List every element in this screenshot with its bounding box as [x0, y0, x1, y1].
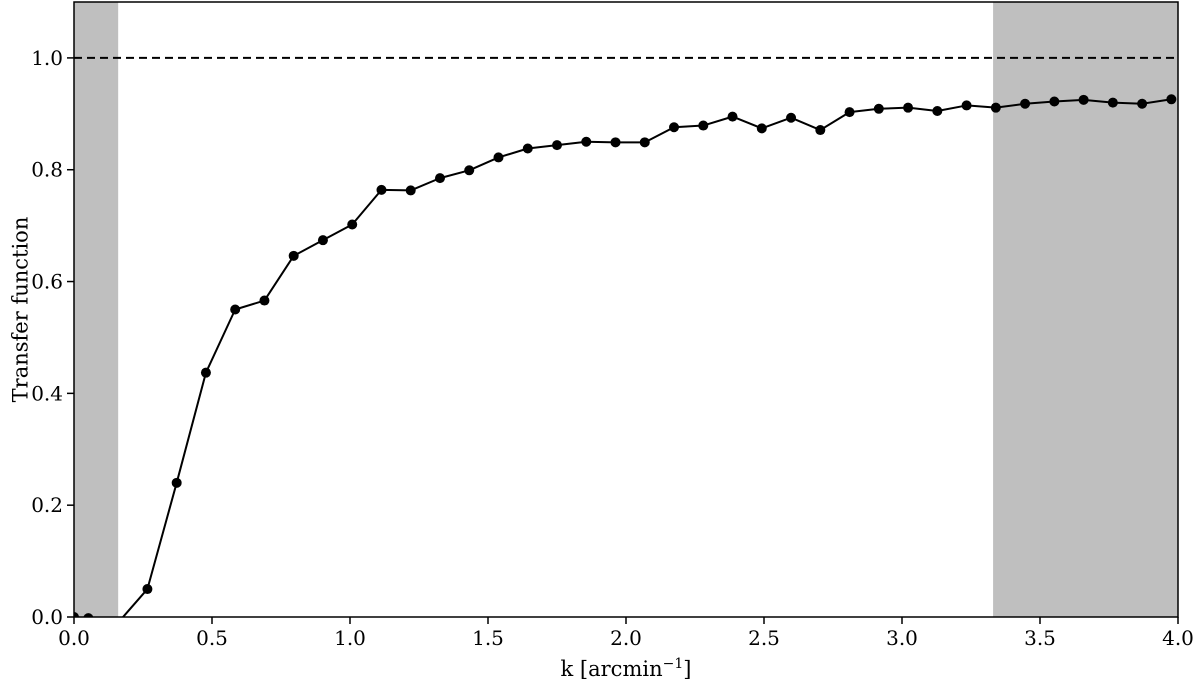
data-point — [1137, 98, 1148, 109]
x-tick-label: 1.0 — [334, 626, 366, 650]
data-point — [873, 103, 884, 114]
x-tick-label: 0.0 — [58, 626, 90, 650]
data-point — [756, 123, 767, 134]
shaded-region-2 — [993, 2, 1178, 617]
data-point — [1049, 96, 1060, 107]
data-point — [434, 173, 445, 184]
data-point — [961, 100, 972, 111]
data-point — [610, 137, 621, 148]
y-tick-label: 0.2 — [31, 493, 63, 517]
x-tick-label: 2.0 — [610, 626, 642, 650]
data-point — [639, 137, 650, 148]
data-point — [1107, 97, 1118, 108]
y-tick-label: 0.4 — [31, 381, 63, 405]
data-point — [405, 185, 416, 196]
data-point — [464, 165, 475, 176]
data-point — [552, 140, 562, 151]
y-tick-label: 0.8 — [31, 158, 63, 182]
x-tick-label: 1.5 — [472, 626, 504, 650]
x-tick-label: 3.5 — [1024, 626, 1056, 650]
data-point — [288, 250, 299, 261]
data-point — [171, 477, 182, 488]
axes-layer: 0.0 0.5 1.0 1.5 2.0 2.5 3.0 3.5 4.0 0.0 0.2 0.4 0.6 0… — [31, 1, 1194, 650]
data-point — [932, 106, 943, 117]
data-point — [74, 612, 79, 617]
data-point — [493, 152, 504, 163]
x-tick-label: 4.0 — [1162, 626, 1194, 650]
data-point — [347, 219, 358, 230]
y-tick-label: 1.0 — [31, 46, 63, 70]
data-point — [727, 111, 738, 122]
data-point — [903, 102, 914, 113]
data-point — [844, 107, 855, 118]
data-point — [200, 367, 211, 378]
data-point — [1020, 98, 1031, 109]
series-layer — [74, 94, 1177, 628]
data-point — [669, 122, 680, 133]
x-tick-label: 0.5 — [196, 626, 228, 650]
data-point — [522, 143, 533, 154]
data-point — [815, 125, 826, 136]
data-point — [259, 295, 270, 306]
data-point — [1078, 94, 1089, 105]
data-point — [990, 102, 1001, 113]
data-point — [113, 618, 123, 628]
x-tick-label: 2.5 — [748, 626, 780, 650]
data-point — [230, 304, 241, 315]
shaded-region-1 — [74, 2, 119, 617]
y-tick-label: 0.0 — [31, 605, 63, 629]
x-axis-label: k [arcmin−1] — [561, 656, 692, 681]
data-point — [376, 184, 387, 195]
data-point — [317, 235, 328, 246]
data-point — [142, 584, 153, 595]
y-tick-label: 0.6 — [31, 270, 63, 294]
x-tick-label: 3.0 — [886, 626, 918, 650]
data-point — [786, 112, 797, 123]
data-point — [698, 120, 709, 131]
data-point — [83, 613, 94, 617]
data-point — [581, 136, 592, 147]
data-point — [1166, 94, 1177, 105]
y-axis-label: Transfer function — [8, 217, 32, 403]
